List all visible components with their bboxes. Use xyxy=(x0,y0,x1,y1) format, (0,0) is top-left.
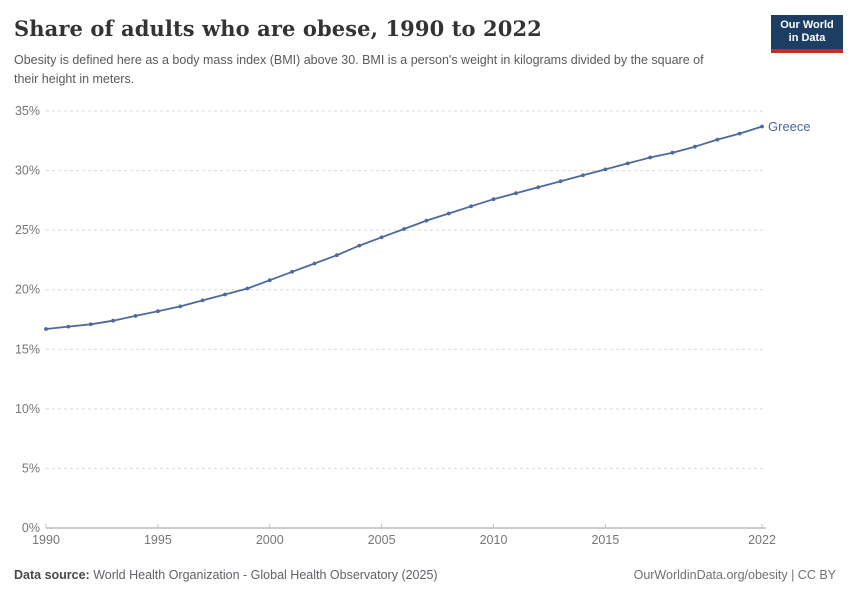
data-source-note: Data source: World Health Organization -… xyxy=(14,568,438,582)
owid-logo-text-line2: in Data xyxy=(788,32,826,44)
obesity-line-chart[interactable]: 0% 5% 10% 15% 20% 25% 30% 35% 1990 1995 2000 2005 20… xyxy=(0,97,850,567)
chart-subtitle: Obesity is defined here as a body mass i… xyxy=(14,53,704,86)
attribution-link[interactable]: OurWorldinData.org/obesity | CC BY xyxy=(633,568,836,582)
data-point[interactable] xyxy=(670,150,675,155)
data-point[interactable] xyxy=(133,314,138,318)
data-point[interactable] xyxy=(357,243,362,248)
y-axis-tick-label: 0% xyxy=(22,521,40,535)
owid-logo[interactable]: Our World in Data xyxy=(771,15,843,53)
owid-logo-background: Our World in Data xyxy=(771,15,843,49)
data-point[interactable] xyxy=(760,124,764,129)
x-axis-tick-label: 1990 xyxy=(32,533,60,547)
data-point[interactable] xyxy=(446,211,451,216)
data-point[interactable] xyxy=(469,204,473,209)
chart-footer: Data source: World Health Organization -… xyxy=(14,568,836,582)
data-point[interactable] xyxy=(44,327,48,331)
data-point[interactable] xyxy=(312,261,317,266)
x-axis-tick-label: 1995 xyxy=(144,533,172,547)
data-point[interactable] xyxy=(603,167,608,172)
data-point[interactable] xyxy=(66,324,71,329)
x-axis-tick-label: 2010 xyxy=(480,533,508,547)
data-point[interactable] xyxy=(737,131,742,136)
data-point[interactable] xyxy=(111,318,115,323)
data-point[interactable] xyxy=(402,227,406,231)
y-axis-tick-label: 25% xyxy=(15,223,40,237)
data-point[interactable] xyxy=(424,218,429,223)
data-point[interactable] xyxy=(581,173,585,178)
data-point[interactable] xyxy=(178,304,183,309)
data-point[interactable] xyxy=(267,278,272,283)
y-axis-tick-label: 10% xyxy=(15,402,40,416)
y-axis-tick-label: 35% xyxy=(15,104,40,118)
data-point[interactable] xyxy=(379,235,384,240)
data-point[interactable] xyxy=(245,286,250,291)
owid-logo-red-stripe xyxy=(771,49,843,53)
data-point[interactable] xyxy=(156,309,160,314)
x-axis-tick-label: 2005 xyxy=(368,533,396,547)
data-point[interactable] xyxy=(335,253,339,258)
data-source-value: World Health Organization - Global Healt… xyxy=(89,568,438,582)
data-point[interactable] xyxy=(514,191,518,196)
data-point[interactable] xyxy=(536,185,541,190)
data-point[interactable] xyxy=(648,155,652,160)
data-point[interactable] xyxy=(558,179,563,184)
y-axis-tick-label: 30% xyxy=(15,164,40,178)
data-point[interactable] xyxy=(693,144,697,149)
data-point[interactable] xyxy=(223,292,227,297)
series-end-label[interactable]: Greece xyxy=(768,119,811,134)
data-point[interactable] xyxy=(491,197,496,202)
data-point[interactable] xyxy=(715,137,720,142)
owid-logo-text-line1: Our World xyxy=(780,19,834,31)
page-title: Share of adults who are obese, 1990 to 2… xyxy=(14,16,542,41)
data-source-label: Data source: xyxy=(14,568,90,582)
data-point[interactable] xyxy=(200,298,205,303)
y-axis-tick-label: 20% xyxy=(15,283,40,297)
x-axis-tick-label: 2000 xyxy=(256,533,284,547)
data-point[interactable] xyxy=(625,161,630,166)
y-axis-tick-label: 5% xyxy=(22,461,40,475)
data-point[interactable] xyxy=(88,322,93,327)
y-axis-tick-label: 15% xyxy=(15,342,40,356)
x-axis-tick-label: 2015 xyxy=(591,533,619,547)
data-point[interactable] xyxy=(290,269,294,274)
x-axis-tick-label: 2022 xyxy=(748,533,776,547)
